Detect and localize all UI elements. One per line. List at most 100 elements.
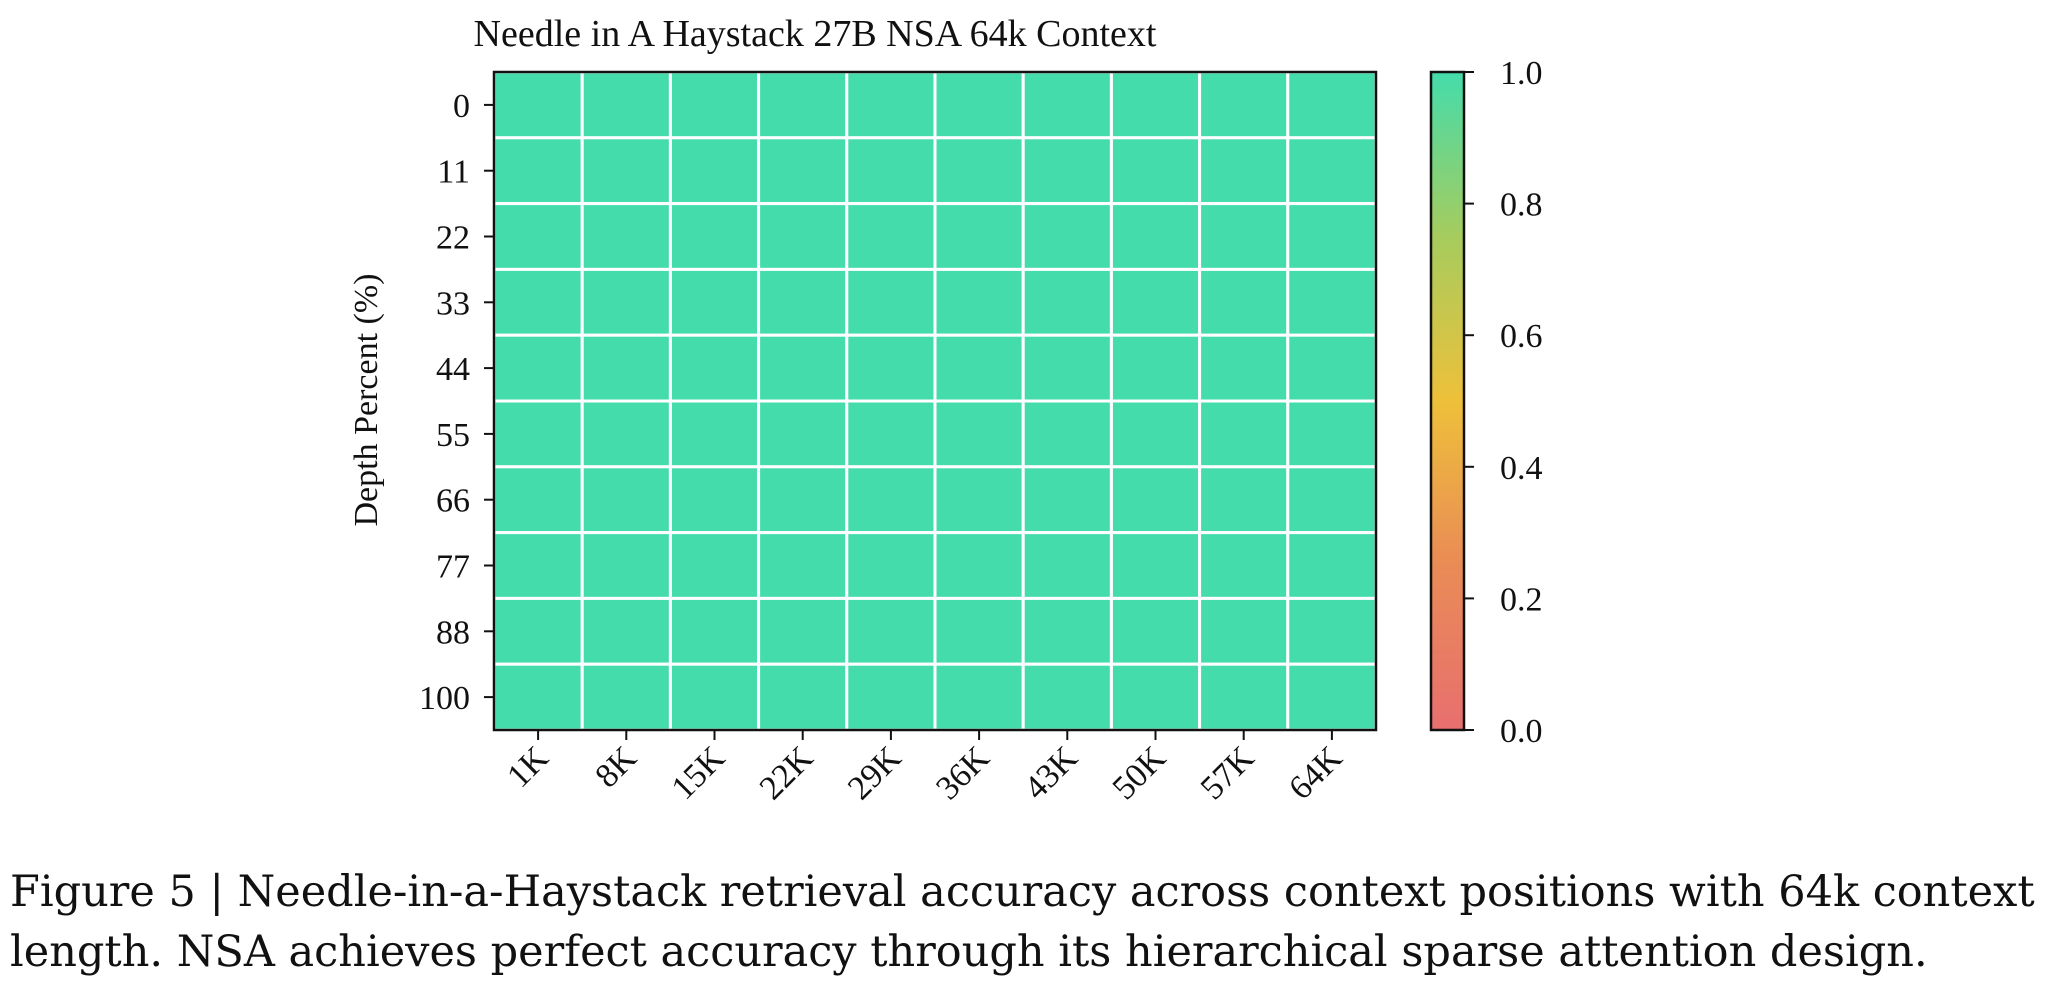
heatmap-cell <box>1200 533 1288 599</box>
heatmap-cell <box>1023 269 1111 335</box>
heatmap-cell <box>1111 138 1199 204</box>
heatmap-cell <box>1288 467 1376 533</box>
heatmap-cell <box>1023 598 1111 664</box>
heatmap-cell <box>1288 598 1376 664</box>
heatmap-cell <box>1200 598 1288 664</box>
colorbar-tick-label: 1.0 <box>1500 55 1543 92</box>
heatmap-cell <box>1288 401 1376 467</box>
heatmap-cell <box>847 533 935 599</box>
chart-title: Needle in A Haystack 27B NSA 64k Context <box>474 13 1157 55</box>
heatmap-cell <box>759 269 847 335</box>
heatmap-cell <box>1111 598 1199 664</box>
heatmap-cell <box>494 598 582 664</box>
heatmap-cell <box>494 72 582 138</box>
heatmap-cell <box>935 335 1023 401</box>
x-tick-label: 50K <box>1106 739 1174 807</box>
heatmap-cell <box>847 269 935 335</box>
heatmap-cell <box>1111 467 1199 533</box>
heatmap-cell <box>1200 401 1288 467</box>
heatmap-cell <box>759 664 847 730</box>
heatmap-cell <box>670 664 758 730</box>
heatmap-cell <box>847 138 935 204</box>
heatmap-cell <box>1200 335 1288 401</box>
heatmap-cell <box>494 138 582 204</box>
x-tick-label: 22K <box>753 739 821 807</box>
colorbar-tick-label: 0.6 <box>1500 318 1543 355</box>
heatmap-chart: Needle in A Haystack 27B NSA 64k Context… <box>0 0 2054 850</box>
x-tick-label: 43K <box>1017 739 1085 807</box>
heatmap-cell <box>1200 664 1288 730</box>
heatmap-cell <box>759 72 847 138</box>
x-tick-label: 64K <box>1282 739 1350 807</box>
heatmap-cell <box>935 533 1023 599</box>
heatmap-cell <box>847 204 935 270</box>
heatmap-cell <box>494 269 582 335</box>
heatmap-cell <box>759 335 847 401</box>
x-tick-label: 29K <box>841 739 909 807</box>
heatmap-cells <box>494 72 1376 730</box>
heatmap-cell <box>582 533 670 599</box>
y-tick-label: 88 <box>436 614 470 651</box>
figure-caption: Figure 5 | Needle-in-a-Haystack retrieva… <box>10 862 2050 982</box>
heatmap-cell <box>670 467 758 533</box>
heatmap-cell <box>1288 204 1376 270</box>
heatmap-cell <box>1023 664 1111 730</box>
heatmap-cell <box>1200 204 1288 270</box>
heatmap-cell <box>1023 467 1111 533</box>
heatmap-cell <box>759 204 847 270</box>
x-tick-label: 8K <box>588 739 644 795</box>
heatmap-cell <box>494 204 582 270</box>
heatmap-cell <box>1023 204 1111 270</box>
heatmap-cell <box>494 533 582 599</box>
caption-line-2: length. NSA achieves perfect accuracy th… <box>10 927 1928 977</box>
heatmap-cell <box>494 664 582 730</box>
heatmap-cell <box>1200 138 1288 204</box>
heatmap-cell <box>1288 335 1376 401</box>
heatmap-cell <box>494 467 582 533</box>
heatmap-cell <box>1111 269 1199 335</box>
heatmap-cell <box>1111 335 1199 401</box>
heatmap-cell <box>670 72 758 138</box>
heatmap-cell <box>847 664 935 730</box>
colorbar <box>1431 72 1464 730</box>
heatmap-cell <box>759 401 847 467</box>
heatmap-cell <box>935 664 1023 730</box>
colorbar-tick-label: 0.0 <box>1500 713 1543 750</box>
x-axis-ticks: 1K 8K 15K 22K 29K 36K 43K 50K 57K 64K <box>500 730 1350 807</box>
heatmap-cell <box>1023 401 1111 467</box>
y-axis-ticks: 0 11 22 33 44 55 66 77 88 100 <box>419 88 494 717</box>
heatmap-cell <box>582 204 670 270</box>
heatmap-cell <box>582 72 670 138</box>
caption-line-1: Figure 5 | Needle-in-a-Haystack retrieva… <box>10 867 2035 917</box>
colorbar-tick-label: 0.4 <box>1500 450 1543 487</box>
heatmap-cell <box>935 598 1023 664</box>
heatmap-cell <box>1200 467 1288 533</box>
heatmap-cell <box>1288 269 1376 335</box>
heatmap-cell <box>759 533 847 599</box>
heatmap-cell <box>582 467 670 533</box>
y-tick-label: 0 <box>453 88 470 125</box>
heatmap-cell <box>1111 204 1199 270</box>
y-axis-label: Depth Percent (%) <box>348 273 385 526</box>
heatmap-cell <box>847 72 935 138</box>
heatmap-cell <box>935 72 1023 138</box>
heatmap-cell <box>1111 533 1199 599</box>
heatmap-cell <box>759 138 847 204</box>
y-tick-label: 77 <box>436 549 470 586</box>
heatmap-cell <box>1111 72 1199 138</box>
heatmap-cell <box>1111 664 1199 730</box>
heatmap-cell <box>1023 533 1111 599</box>
heatmap-cell <box>670 598 758 664</box>
y-tick-label: 55 <box>436 417 470 454</box>
heatmap-cell <box>1288 533 1376 599</box>
heatmap-cell <box>1288 664 1376 730</box>
heatmap-cell <box>935 138 1023 204</box>
colorbar-tick-label: 0.8 <box>1500 187 1543 224</box>
heatmap-cell <box>847 598 935 664</box>
heatmap-cell <box>582 598 670 664</box>
colorbar-tick-label: 0.2 <box>1500 581 1543 618</box>
y-tick-label: 11 <box>437 154 470 191</box>
x-tick-label: 36K <box>929 739 997 807</box>
heatmap-cell <box>935 401 1023 467</box>
